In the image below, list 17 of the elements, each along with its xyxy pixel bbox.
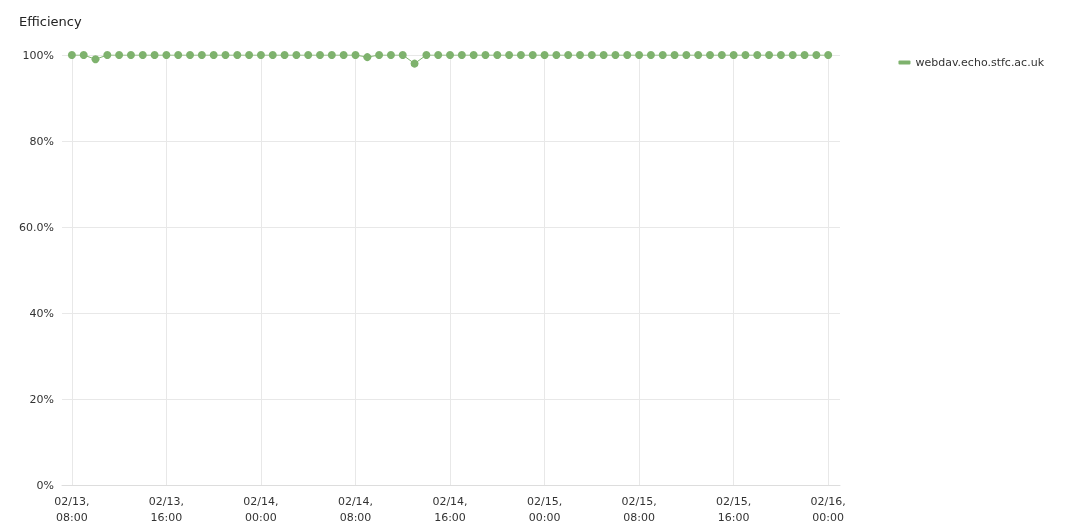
y-tick-label: 0% (36, 478, 54, 492)
x-tick-label: 02/15, 08:00 (621, 494, 657, 524)
x-tick-label: 02/14, 00:00 (243, 494, 279, 524)
x-tick-label: 02/13, 16:00 (148, 494, 184, 524)
x-tick-label: 02/15, 00:00 (526, 494, 563, 524)
y-tick-label: 60.0% (19, 220, 54, 234)
x-tick-label: 02/13, 08:00 (54, 494, 90, 524)
y-tick-label: 100% (22, 48, 54, 62)
y-tick-label: 20% (29, 392, 54, 406)
x-tick-label: 02/14, 08:00 (337, 494, 374, 524)
x-tick-label: 02/14, 16:00 (432, 494, 468, 524)
chart-title: Efficiency (19, 14, 82, 29)
y-tick-label: 40% (29, 306, 54, 320)
y-tick-label: 80% (29, 134, 54, 148)
x-tick-label: 02/16, 00:00 (810, 494, 846, 524)
x-tick-label: 02/15, 16:00 (716, 494, 752, 524)
legend-label: webdav.echo.stfc.ac.uk (915, 56, 1045, 69)
